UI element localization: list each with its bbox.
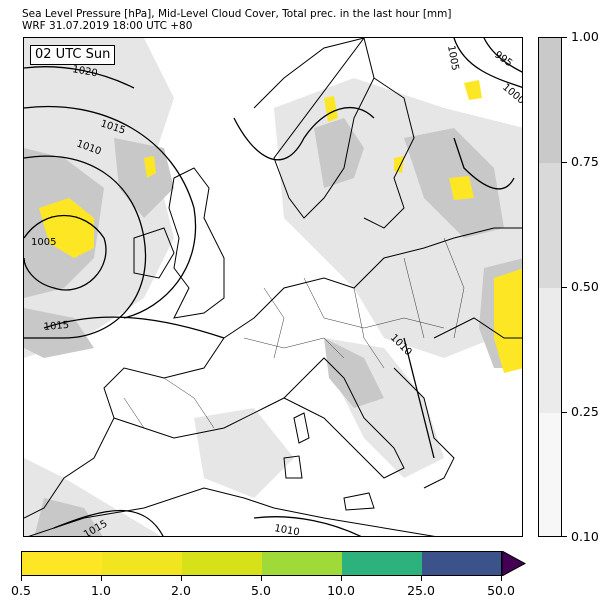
cloud-colorbar-tick [562, 412, 567, 413]
precip-colorbar-segment [422, 552, 501, 575]
precip-colorbar-segment [182, 552, 262, 575]
precip-colorbar [21, 551, 502, 576]
precip-colorbar-tick [101, 576, 102, 581]
cloud-colorbar-segment [539, 163, 561, 288]
cloud-colorbar-segment [539, 288, 561, 413]
map-canvas: 1020 1015 1010 1005 1015 1005 995 1000 1… [24, 38, 523, 537]
precip-colorbar-tick [501, 576, 502, 581]
isobar-label: 1005 [31, 237, 56, 248]
precip-patches [39, 80, 522, 373]
map-title-line1: Sea Level Pressure [hPa], Mid-Level Clou… [22, 8, 452, 20]
precip-colorbar-extend-arrow [502, 551, 526, 576]
precip-colorbar-label: 50.0 [487, 583, 515, 598]
isobar-label: 1020 [71, 64, 98, 79]
weather-map: 1020 1015 1010 1005 1015 1005 995 1000 1… [23, 37, 523, 537]
cloud-colorbar-label: 1.00 [571, 29, 599, 44]
isobars [24, 38, 522, 536]
isobar-label: 1010 [273, 523, 300, 537]
isobar-label: 1015 [43, 320, 69, 333]
precip-colorbar-segment [342, 552, 422, 575]
cloud-cover-light [24, 38, 522, 536]
cloud-colorbar-label: 0.25 [571, 404, 599, 419]
precip-colorbar-tick [21, 576, 22, 581]
cloud-colorbar-segment [539, 38, 561, 163]
cloud-colorbar-label: 0.50 [571, 279, 599, 294]
precip-colorbar-segment [102, 552, 182, 575]
cloud-colorbar-label: 0.75 [571, 154, 599, 169]
precip-colorbar-label: 25.0 [407, 583, 435, 598]
cloud-cover-colorbar [538, 37, 562, 537]
cloud-colorbar-label: 0.10 [571, 529, 599, 544]
precip-colorbar-tick [261, 576, 262, 581]
isobar-label: 1000 [500, 82, 523, 107]
country-borders [123, 237, 465, 429]
precip-colorbar-tick [421, 576, 422, 581]
valid-time-label: 02 UTC Sun [30, 45, 116, 65]
precip-colorbar-label: 0.5 [11, 583, 31, 598]
precip-colorbar-tick [181, 576, 182, 581]
precip-colorbar-label: 2.0 [171, 583, 191, 598]
cloud-colorbar-tick [562, 287, 567, 288]
precip-colorbar-label: 5.0 [251, 583, 271, 598]
map-title-line2: WRF 31.07.2019 18:00 UTC +80 [22, 20, 193, 32]
precip-colorbar-label: 10.0 [327, 583, 355, 598]
precip-colorbar-tick [341, 576, 342, 581]
precip-colorbar-label: 1.0 [91, 583, 111, 598]
cloud-colorbar-tick [562, 162, 567, 163]
cloud-colorbar-segment [539, 413, 561, 536]
coastlines [24, 38, 522, 536]
precip-colorbar-segment [22, 552, 102, 575]
cloud-colorbar-tick [562, 536, 567, 537]
cloud-colorbar-tick [562, 37, 567, 38]
isobar-label: 1005 [445, 45, 460, 72]
precip-colorbar-segment [262, 552, 342, 575]
